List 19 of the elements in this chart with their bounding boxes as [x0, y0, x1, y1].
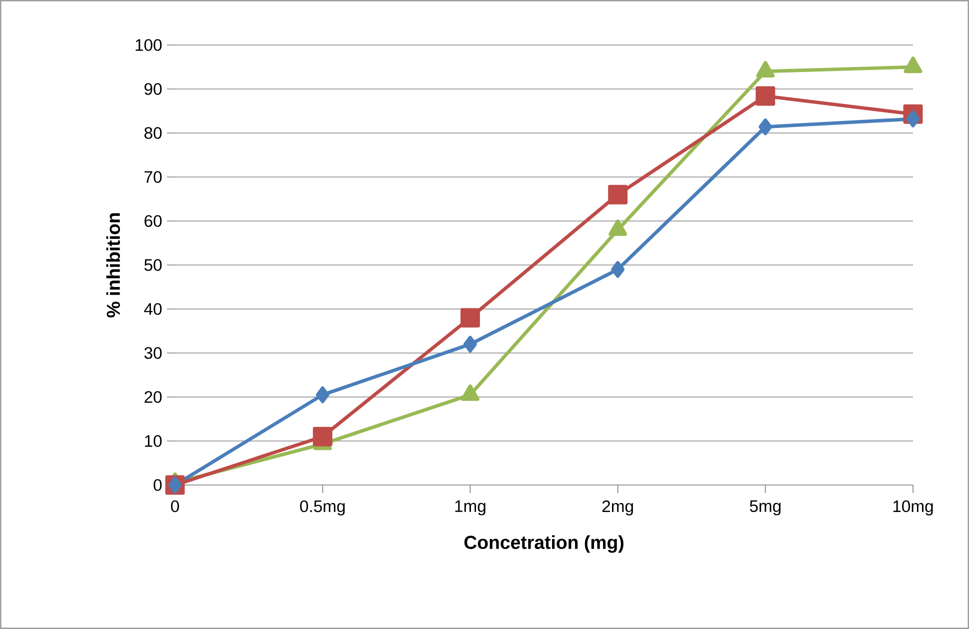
x-tick-label: 0.5mg	[300, 500, 345, 516]
y-tick-label: 10	[145, 435, 162, 447]
x-tick-label: 1mg	[455, 500, 486, 516]
y-tick-label: 60	[144, 215, 162, 227]
y-tick-label: 100	[136, 39, 162, 51]
y-axis-title: % inhibition	[106, 213, 120, 318]
x-tick-label: 10mg	[893, 500, 933, 516]
y-tick-label: 80	[144, 127, 162, 139]
y-tick-label: 70	[144, 171, 162, 183]
y-tick-label: 30	[144, 347, 162, 359]
y-tick-label: 0	[154, 479, 162, 491]
y-tick-label: 50	[144, 259, 162, 271]
y-tick-label: 40	[144, 303, 162, 315]
x-tick-label: 0	[171, 500, 179, 512]
x-axis-title: Concetration (mg)	[464, 535, 624, 553]
y-tick-label: 90	[144, 83, 162, 95]
y-tick-label: 20	[144, 391, 162, 403]
x-tick-label: 2mg	[602, 500, 633, 516]
x-tick-label: 5mg	[750, 500, 781, 516]
